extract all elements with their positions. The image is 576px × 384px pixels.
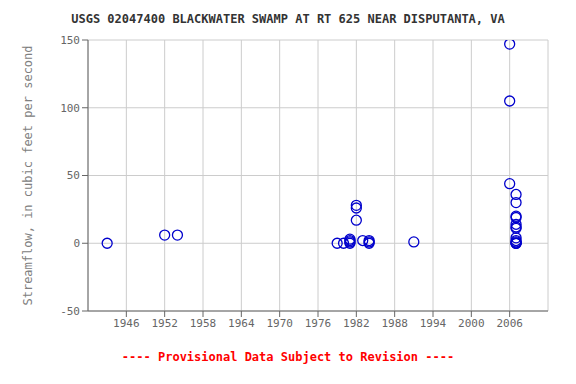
- svg-text:1958: 1958: [190, 317, 217, 330]
- html-text:---- Provisional Data Subject: ---- Provisional Data Subject to Revisio…: [121, 350, 455, 364]
- svg-text:100: 100: [60, 102, 80, 115]
- svg-text:0: 0: [73, 237, 80, 250]
- svg-text:1988: 1988: [381, 317, 408, 330]
- svg-text:2000: 2000: [458, 317, 485, 330]
- svg-text:-50: -50: [60, 305, 80, 318]
- svg-text:Streamflow, in cubic feet per: Streamflow, in cubic feet per second: [21, 45, 35, 305]
- svg-text:150: 150: [60, 34, 80, 47]
- svg-text:1976: 1976: [305, 317, 332, 330]
- svg-text:2006: 2006: [496, 317, 523, 330]
- html-text:USGS 02047400 BLACKWATER SWAMP: USGS 02047400 BLACKWATER SWAMP AT RT 625…: [71, 12, 505, 26]
- svg-text:1970: 1970: [266, 317, 293, 330]
- svg-text:1964: 1964: [228, 317, 255, 330]
- svg-text:1982: 1982: [343, 317, 370, 330]
- svg-text:1952: 1952: [151, 317, 178, 330]
- svg-text:1946: 1946: [113, 317, 140, 330]
- svg-text:1994: 1994: [420, 317, 447, 330]
- svg-text:50: 50: [67, 169, 80, 182]
